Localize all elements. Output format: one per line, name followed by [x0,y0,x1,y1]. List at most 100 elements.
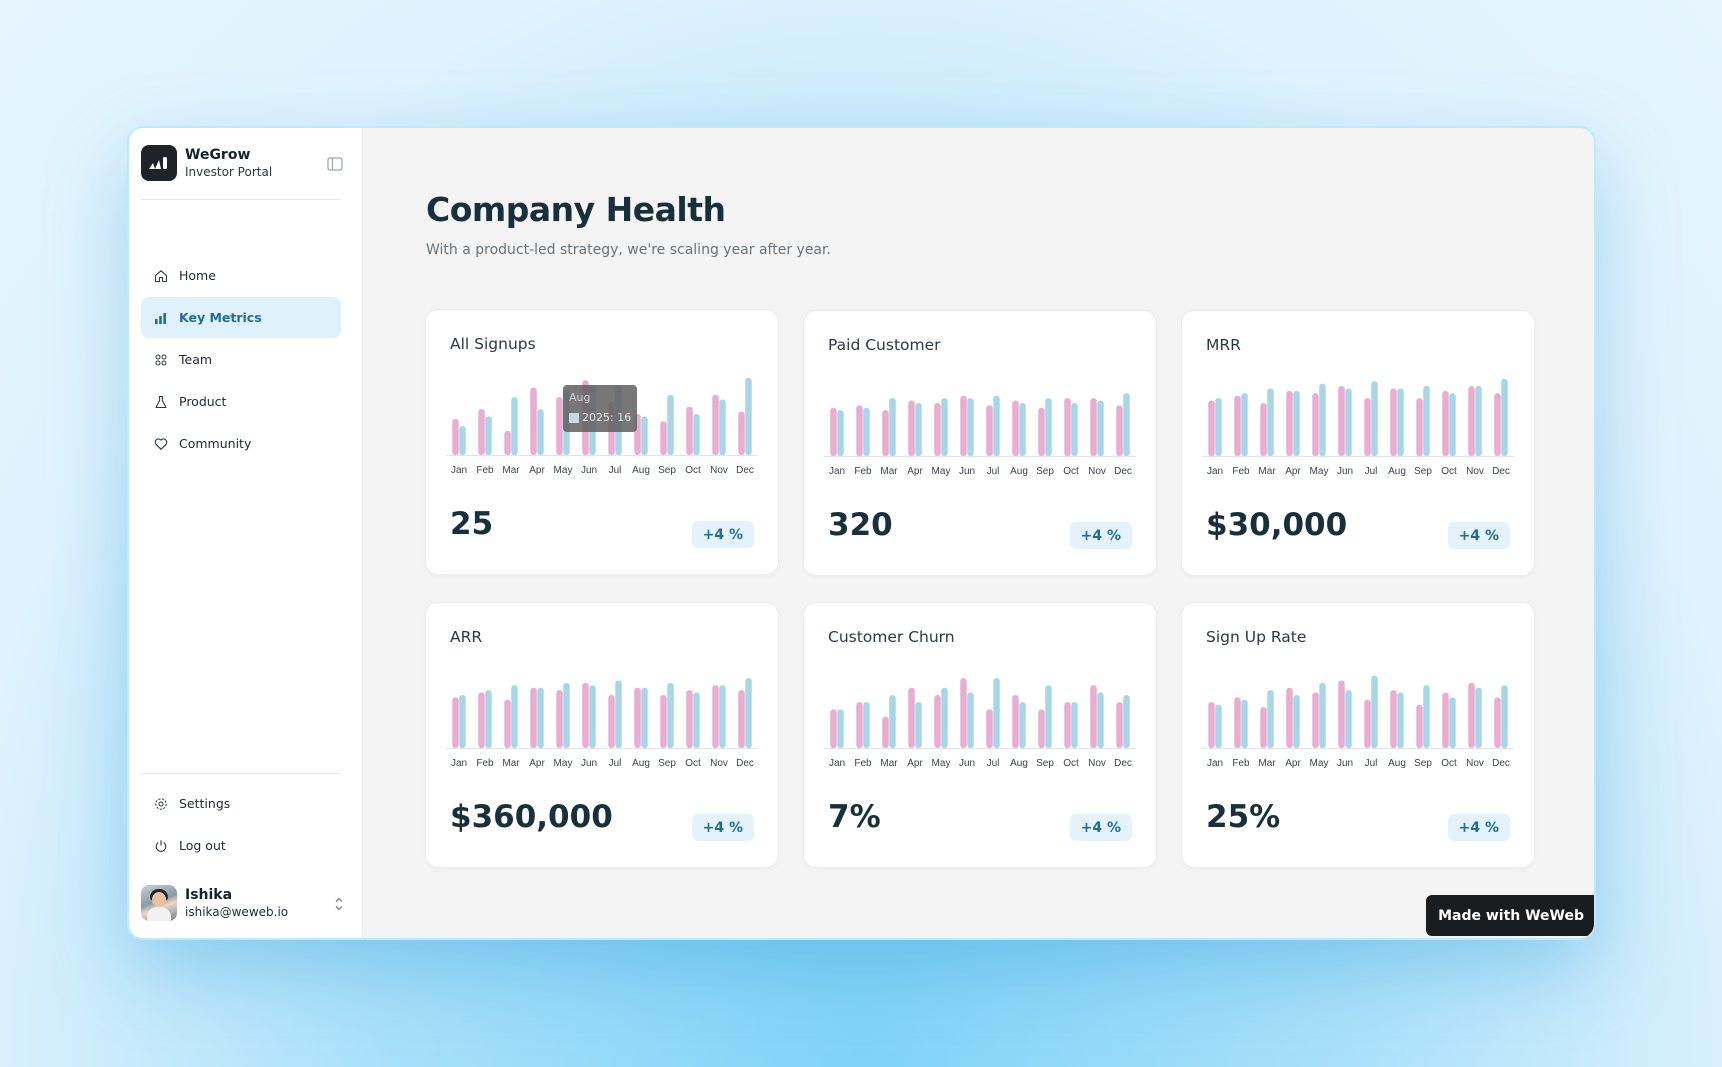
chart-bar[interactable] [967,692,974,748]
chart-bar[interactable] [1442,692,1449,748]
chart-bar[interactable] [1416,398,1423,456]
metric-card-paid-customer[interactable]: Paid Customer Jan Feb Mar Apr May Jun Jul Aug Se… [804,311,1156,575]
chart-bar[interactable] [1338,680,1345,748]
chart-bar[interactable] [941,398,948,456]
bar-chart[interactable]: Jan Feb Mar Apr May Jun Jul Aug Sep Oct Nov Dec [824,371,1136,479]
metric-card-arr[interactable]: ARR Jan Feb Mar Apr May Jun Jul Aug Sep Oct Nov Dec… [426,603,778,867]
chart-bar[interactable] [530,387,537,455]
chart-bar[interactable] [1312,393,1319,456]
chart-bar[interactable] [1234,697,1241,748]
chart-bar[interactable] [1064,398,1071,456]
chart-bar[interactable] [1345,690,1352,748]
chart-bar[interactable] [915,402,922,456]
chart-bar[interactable] [934,694,941,748]
bar-chart[interactable]: Jan Feb Mar Apr May Jun Jul Aug Sep Oct Nov Dec [1202,663,1514,771]
chart-bar[interactable] [1012,400,1019,456]
chart-bar[interactable] [511,397,518,455]
nav-item-team[interactable]: Team [141,339,341,380]
chart-bar[interactable] [1241,699,1248,748]
chart-bar[interactable] [504,699,511,748]
chart-bar[interactable] [1501,685,1508,748]
metric-card-all-signups[interactable]: All Signups Jan Feb Mar Apr May Jun Jul Aug Sep O… [426,310,778,574]
chart-bar[interactable] [1371,381,1378,456]
chart-bar[interactable] [1416,704,1423,748]
chart-bar[interactable] [960,678,967,748]
chart-bar[interactable] [1116,405,1123,456]
made-with-weweb-badge[interactable]: Made with WeWeb [1426,895,1594,936]
brand[interactable]: WeGrow Investor Portal [141,145,272,181]
chart-bar[interactable] [556,397,563,455]
chart-bar[interactable] [452,418,459,455]
chart-bar[interactable] [686,690,693,748]
chart-bar[interactable] [882,410,889,456]
chart-bar[interactable] [738,411,745,455]
chart-bar[interactable] [1423,386,1430,456]
chart-bar[interactable] [667,682,674,748]
chart-bar[interactable] [1390,690,1397,748]
nav-item-home[interactable]: Home [141,255,341,296]
chart-bar[interactable] [719,685,726,748]
chart-bar[interactable] [537,687,544,748]
chevron-up-down-icon[interactable] [333,895,345,913]
chart-bar[interactable] [745,678,752,748]
chart-bar[interactable] [908,687,915,748]
chart-bar[interactable] [1449,393,1456,456]
chart-bar[interactable] [1267,690,1274,748]
chart-bar[interactable] [1123,694,1130,748]
sidebar-toggle-icon[interactable] [327,156,343,171]
chart-bar[interactable] [686,406,693,455]
chart-bar[interactable] [1038,709,1045,748]
chart-bar[interactable] [1390,388,1397,456]
chart-bar[interactable] [485,690,492,748]
chart-bar[interactable] [986,709,993,748]
chart-bar[interactable] [1468,682,1475,748]
chart-bar[interactable] [1475,687,1482,748]
chart-bar[interactable] [582,682,589,748]
chart-bar[interactable] [889,694,896,748]
chart-bar[interactable] [745,377,752,455]
chart-bar[interactable] [941,687,948,748]
chart-bar[interactable] [908,400,915,456]
metric-card-sign-up-rate[interactable]: Sign Up Rate Jan Feb Mar Apr May Jun Jul Aug Sep… [1182,603,1534,867]
chart-bar[interactable] [563,682,570,748]
chart-bar[interactable] [660,421,667,455]
chart-bar[interactable] [1397,388,1404,456]
chart-bar[interactable] [856,405,863,456]
chart-bar[interactable] [1012,694,1019,748]
chart-bar[interactable] [459,694,466,748]
chart-bar[interactable] [1338,386,1345,456]
chart-bar[interactable] [1090,685,1097,748]
chart-bar[interactable] [1397,692,1404,748]
chart-bar[interactable] [1494,393,1501,456]
chart-bar[interactable] [837,410,844,456]
chart-bar[interactable] [1116,702,1123,748]
chart-bar[interactable] [967,398,974,456]
chart-bar[interactable] [1097,692,1104,748]
chart-bar[interactable] [693,414,700,455]
chart-bar[interactable] [1090,398,1097,456]
chart-bar[interactable] [882,716,889,748]
chart-bar[interactable] [452,697,459,748]
chart-bar[interactable] [719,399,726,455]
nav-item-product[interactable]: Product [141,381,341,422]
chart-bar[interactable] [1293,390,1300,456]
chart-bar[interactable] [712,685,719,748]
chart-bar[interactable] [1371,675,1378,748]
chart-bar[interactable] [863,407,870,456]
chart-bar[interactable] [1319,682,1326,748]
chart-bar[interactable] [934,402,941,456]
chart-bar[interactable] [1267,388,1274,456]
chart-bar[interactable] [641,416,648,455]
chart-bar[interactable] [863,702,870,748]
chart-bar[interactable] [1097,400,1104,456]
chart-bar[interactable] [615,680,622,748]
chart-bar[interactable] [608,694,615,748]
nav-item-community[interactable]: Community [141,423,341,464]
chart-bar[interactable] [504,430,511,455]
chart-bar[interactable] [1260,707,1267,748]
chart-bar[interactable] [1423,685,1430,748]
chart-bar[interactable] [1208,702,1215,748]
chart-bar[interactable] [1123,393,1130,456]
chart-bar[interactable] [915,702,922,748]
chart-bar[interactable] [660,694,667,748]
